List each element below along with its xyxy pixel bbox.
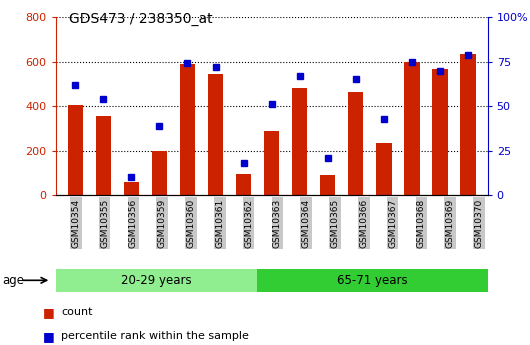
Bar — [208, 74, 223, 195]
Bar — [264, 130, 279, 195]
Bar — [320, 175, 335, 195]
Bar — [236, 174, 251, 195]
Bar — [123, 181, 139, 195]
Text: percentile rank within the sample: percentile rank within the sample — [61, 332, 249, 341]
Text: GSM10367: GSM10367 — [388, 198, 397, 248]
Text: GSM10364: GSM10364 — [302, 198, 311, 247]
Bar — [257, 269, 488, 292]
Bar — [404, 62, 420, 195]
Text: 20-29 years: 20-29 years — [121, 274, 192, 287]
Bar — [348, 92, 364, 195]
Text: ■: ■ — [42, 330, 54, 343]
Bar — [292, 88, 307, 195]
Text: GSM10370: GSM10370 — [474, 198, 483, 248]
Text: GSM10362: GSM10362 — [244, 198, 253, 247]
Bar — [95, 116, 111, 195]
Bar — [56, 269, 257, 292]
Bar — [460, 54, 476, 195]
Text: GSM10360: GSM10360 — [187, 198, 196, 248]
Text: GSM10369: GSM10369 — [446, 198, 455, 248]
Text: GSM10356: GSM10356 — [129, 198, 138, 248]
Text: GSM10368: GSM10368 — [417, 198, 426, 248]
Bar — [432, 69, 448, 195]
Text: GSM10359: GSM10359 — [158, 198, 167, 248]
Text: GSM10366: GSM10366 — [359, 198, 368, 248]
Text: age: age — [3, 274, 25, 287]
Text: GSM10363: GSM10363 — [273, 198, 282, 248]
Text: GSM10361: GSM10361 — [215, 198, 224, 248]
Text: GSM10354: GSM10354 — [72, 198, 81, 247]
Text: GSM10365: GSM10365 — [331, 198, 340, 248]
Text: GDS473 / 238350_at: GDS473 / 238350_at — [69, 12, 213, 26]
Bar — [152, 150, 167, 195]
Text: ■: ■ — [42, 306, 54, 319]
Text: GSM10355: GSM10355 — [100, 198, 109, 248]
Bar — [67, 105, 83, 195]
Text: count: count — [61, 307, 92, 317]
Text: 65-71 years: 65-71 years — [337, 274, 408, 287]
Bar — [376, 143, 392, 195]
Bar — [180, 64, 195, 195]
